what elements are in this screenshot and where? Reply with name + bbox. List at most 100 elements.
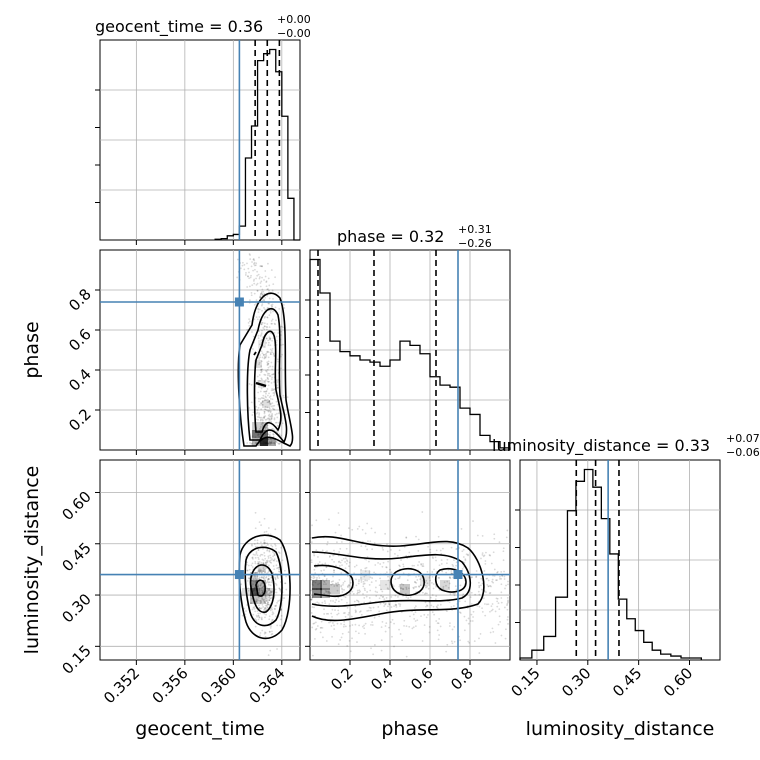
- scatter-point: [334, 531, 337, 534]
- panel-distance-vs-phase: [309, 459, 511, 661]
- scatter-point: [265, 337, 268, 340]
- scatter-point: [445, 610, 448, 612]
- scatter-point: [259, 296, 262, 299]
- scatter-point: [450, 605, 453, 608]
- scatter-point: [265, 530, 268, 533]
- scatter-point: [368, 597, 371, 599]
- scatter-point: [398, 549, 401, 552]
- scatter-point: [278, 570, 280, 573]
- scatter-point: [275, 440, 278, 443]
- scatter-point: [358, 591, 361, 594]
- scatter-point: [262, 606, 265, 608]
- scatter-point: [311, 596, 314, 599]
- y-tick-label: 0.6: [65, 325, 95, 355]
- scatter-point: [383, 598, 386, 601]
- scatter-point: [260, 541, 262, 544]
- scatter-point: [398, 564, 400, 567]
- scatter-point: [283, 307, 286, 309]
- scatter-point: [351, 528, 354, 531]
- scatter-point: [269, 310, 272, 312]
- scatter-point: [327, 591, 330, 593]
- density-cell: [268, 438, 276, 446]
- scatter-point: [265, 369, 267, 372]
- scatter-point: [323, 575, 326, 577]
- scatter-point: [261, 592, 264, 595]
- scatter-point: [332, 554, 335, 557]
- scatter-point: [265, 281, 268, 284]
- scatter-point: [347, 586, 349, 589]
- scatter-point: [260, 416, 263, 419]
- scatter-point: [387, 605, 389, 608]
- scatter-point: [402, 583, 405, 586]
- scatter-point: [478, 586, 481, 589]
- scatter-point: [271, 322, 273, 325]
- scatter-point: [258, 316, 261, 318]
- scatter-point: [273, 387, 276, 390]
- scatter-point: [400, 587, 403, 590]
- scatter-point: [266, 587, 269, 590]
- scatter-point: [475, 576, 478, 578]
- scatter-point: [493, 533, 496, 536]
- scatter-point: [325, 612, 328, 615]
- scatter-point: [414, 620, 417, 622]
- scatter-point: [434, 556, 437, 559]
- scatter-point: [459, 612, 462, 614]
- scatter-point: [381, 546, 384, 549]
- scatter-point: [270, 597, 272, 599]
- scatter-point: [261, 590, 264, 592]
- scatter-point: [262, 404, 264, 406]
- scatter-point: [279, 589, 282, 591]
- scatter-point: [270, 591, 273, 594]
- scatter-point: [488, 592, 491, 595]
- scatter-point: [379, 602, 382, 605]
- scatter-point: [250, 443, 253, 445]
- scatter-point: [268, 587, 270, 590]
- scatter-point: [425, 616, 428, 619]
- scatter-point: [271, 619, 273, 622]
- scatter-point: [263, 551, 266, 554]
- scatter-point: [347, 553, 350, 556]
- scatter-point: [272, 352, 275, 355]
- scatter-point: [268, 442, 271, 444]
- scatter-point: [478, 637, 480, 640]
- scatter-point: [505, 536, 508, 539]
- scatter-point: [260, 321, 263, 324]
- scatter-point: [388, 603, 391, 606]
- scatter-point: [337, 581, 339, 584]
- scatter-point: [432, 583, 435, 585]
- scatter-point: [256, 411, 259, 414]
- title-text: phase = 0.32: [337, 227, 444, 246]
- scatter-point: [272, 353, 275, 356]
- scatter-point: [260, 369, 263, 372]
- scatter-point: [259, 398, 262, 400]
- scatter-point: [393, 645, 395, 648]
- scatter-point: [254, 610, 257, 613]
- scatter-point: [263, 299, 266, 302]
- scatter-point: [273, 558, 276, 561]
- scatter-point: [268, 440, 271, 443]
- scatter-point: [266, 604, 268, 607]
- scatter-point: [507, 583, 509, 586]
- scatter-point: [271, 611, 274, 614]
- scatter-point: [321, 579, 324, 582]
- scatter-point: [263, 410, 266, 413]
- scatter-point: [364, 570, 367, 573]
- scatter-point: [247, 275, 249, 278]
- scatter-point: [269, 365, 272, 368]
- scatter-point: [383, 605, 386, 607]
- histogram-geocent-time: [214, 48, 300, 241]
- scatter-point: [323, 592, 326, 595]
- scatter-point: [450, 570, 453, 572]
- scatter-point: [265, 396, 267, 399]
- scatter-point: [345, 547, 348, 550]
- scatter-point: [260, 569, 263, 572]
- scatter-point: [380, 626, 383, 629]
- scatter-point: [272, 408, 275, 411]
- scatter-point: [256, 554, 259, 557]
- scatter-point: [260, 360, 263, 363]
- x-axis-label-luminosity-distance: luminosity_distance: [526, 718, 715, 740]
- scatter-point: [257, 391, 260, 394]
- scatter-point: [251, 597, 253, 600]
- truth-marker: [453, 570, 463, 580]
- scatter-point: [484, 562, 487, 565]
